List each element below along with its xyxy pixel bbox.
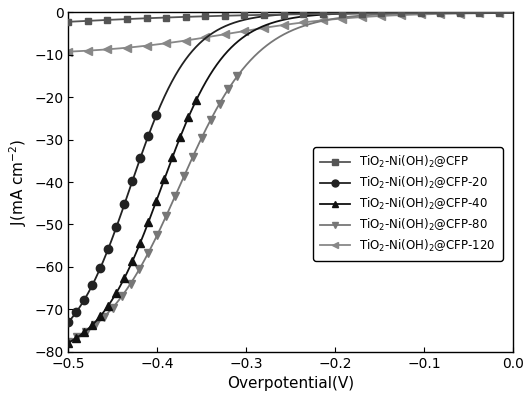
X-axis label: Overpotential(V): Overpotential(V) [227,376,354,391]
Legend: TiO$_2$-Ni(OH)$_2$@CFP, TiO$_2$-Ni(OH)$_2$@CFP-20, TiO$_2$-Ni(OH)$_2$@CFP-40, Ti: TiO$_2$-Ni(OH)$_2$@CFP, TiO$_2$-Ni(OH)$_… [313,147,503,261]
Y-axis label: J(mA cm$^{-2}$): J(mA cm$^{-2}$) [7,138,29,226]
